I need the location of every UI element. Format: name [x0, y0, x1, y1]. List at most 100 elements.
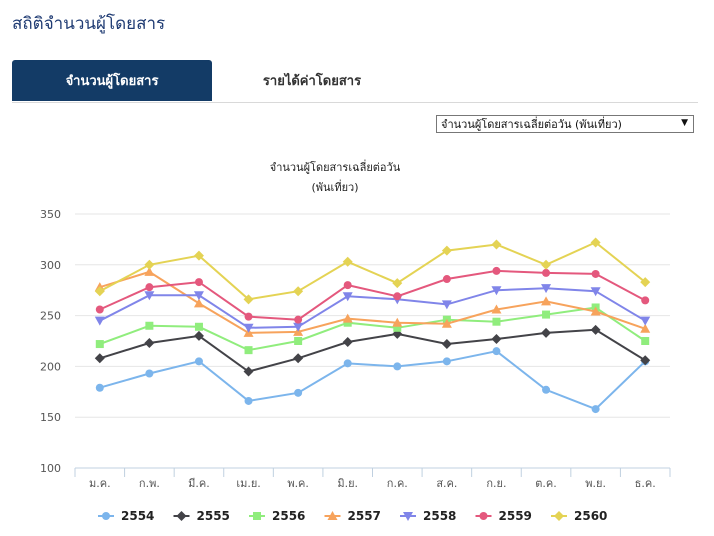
- legend-label: 2557: [348, 509, 381, 523]
- data-point: [342, 292, 353, 302]
- data-point: [392, 317, 403, 327]
- data-point: [342, 313, 353, 323]
- data-point: [590, 306, 601, 316]
- legend: 2554 2555 2556 2557 2558 2559 2560: [98, 509, 607, 523]
- data-point: [442, 357, 451, 366]
- metric-select[interactable]: จำนวนผู้โดยสารเฉลี่ยต่อวัน (พันเที่ยว) ▼: [436, 115, 694, 133]
- series-2559: [95, 266, 650, 324]
- data-point: [193, 250, 204, 261]
- x-tick-label: ก.ค.: [387, 477, 408, 490]
- legend-label: 2555: [197, 509, 230, 523]
- x-tick-label: พ.ค.: [287, 477, 309, 490]
- series-2554: [95, 347, 650, 414]
- data-point: [194, 278, 203, 287]
- data-point: [294, 315, 303, 324]
- y-tick-label: 300: [40, 259, 61, 272]
- legend-item-2558: 2558: [400, 509, 456, 523]
- data-point: [194, 357, 203, 366]
- data-point: [244, 346, 253, 355]
- series-line: [99, 287, 646, 329]
- legend-item-2560: 2560: [551, 509, 607, 523]
- data-point: [492, 347, 501, 356]
- data-point: [392, 278, 403, 289]
- series-line: [99, 241, 646, 301]
- data-point: [393, 362, 402, 371]
- data-point: [441, 339, 452, 350]
- legend-marker: [479, 512, 488, 520]
- data-point: [293, 322, 304, 332]
- series-layer: [94, 237, 651, 414]
- data-point: [393, 292, 402, 301]
- dropdown-arrow-icon: ▼: [681, 118, 688, 128]
- legend-label: 2560: [574, 509, 607, 523]
- data-point: [492, 266, 501, 275]
- tab-passenger-count[interactable]: จำนวนผู้โดยสาร: [12, 60, 212, 101]
- data-point: [641, 296, 650, 305]
- legend-item-2556: 2556: [249, 509, 305, 523]
- data-point: [393, 323, 402, 332]
- series-line: [99, 270, 646, 334]
- legend-item-2557: 2557: [324, 509, 381, 523]
- data-point: [492, 317, 501, 326]
- data-point: [144, 338, 155, 349]
- data-point: [294, 388, 303, 397]
- legend-label: 2558: [423, 509, 456, 523]
- legend-item-2554: 2554: [98, 509, 154, 523]
- data-point: [293, 286, 304, 297]
- data-point: [343, 359, 352, 368]
- x-tick-label: ก.ย.: [486, 477, 506, 490]
- x-tick-label: ม.ค.: [89, 477, 111, 490]
- data-point: [541, 296, 552, 306]
- x-tick-label: ส.ค.: [436, 477, 457, 490]
- data-point: [193, 298, 204, 308]
- data-point: [590, 287, 601, 297]
- x-tick-label: ต.ค.: [535, 477, 557, 490]
- legend-label: 2554: [121, 509, 154, 523]
- legend-marker: [253, 512, 261, 520]
- data-point: [244, 396, 253, 405]
- data-point: [591, 269, 600, 278]
- data-point: [194, 322, 203, 331]
- data-point: [243, 323, 254, 333]
- metric-select-value: จำนวนผู้โดยสารเฉลี่ยต่อวัน (พันเที่ยว): [441, 118, 622, 131]
- data-point: [640, 277, 651, 288]
- data-point: [342, 256, 353, 267]
- x-tick-label: มิ.ย.: [337, 477, 358, 490]
- legend-marker: [176, 511, 187, 521]
- data-point: [342, 337, 353, 348]
- data-point: [441, 245, 452, 256]
- series-line: [99, 306, 646, 352]
- y-tick-label: 250: [40, 310, 61, 323]
- series-2556: [95, 303, 650, 355]
- data-point: [94, 316, 105, 326]
- series-2560: [94, 237, 651, 305]
- y-tick-label: 200: [40, 360, 61, 373]
- legend-marker: [554, 511, 564, 521]
- x-tick-label: พ.ย.: [585, 477, 606, 490]
- y-tick-label: 100: [40, 462, 61, 475]
- series-line: [99, 269, 646, 321]
- legend-marker: [403, 512, 413, 521]
- data-point: [95, 340, 104, 349]
- y-tick-label: 350: [40, 208, 61, 221]
- legend-item-2559: 2559: [475, 509, 532, 523]
- data-point: [144, 291, 155, 301]
- legend-item-2555: 2555: [173, 509, 230, 523]
- data-point: [144, 266, 155, 276]
- data-point: [491, 304, 502, 314]
- data-point: [541, 259, 552, 270]
- data-point: [145, 283, 154, 292]
- data-point: [491, 239, 502, 250]
- tab-fare-revenue[interactable]: รายได้ค่าโดยสาร: [262, 74, 362, 89]
- data-point: [491, 333, 502, 344]
- data-point: [193, 291, 204, 301]
- legend-label: 2559: [499, 509, 532, 523]
- data-point: [641, 337, 650, 345]
- data-point: [95, 305, 104, 314]
- data-point: [591, 405, 600, 414]
- data-point: [640, 316, 651, 326]
- data-point: [244, 312, 253, 321]
- data-point: [145, 369, 154, 378]
- legend-label: 2556: [272, 509, 305, 523]
- x-tick-label: ก.พ.: [139, 477, 160, 490]
